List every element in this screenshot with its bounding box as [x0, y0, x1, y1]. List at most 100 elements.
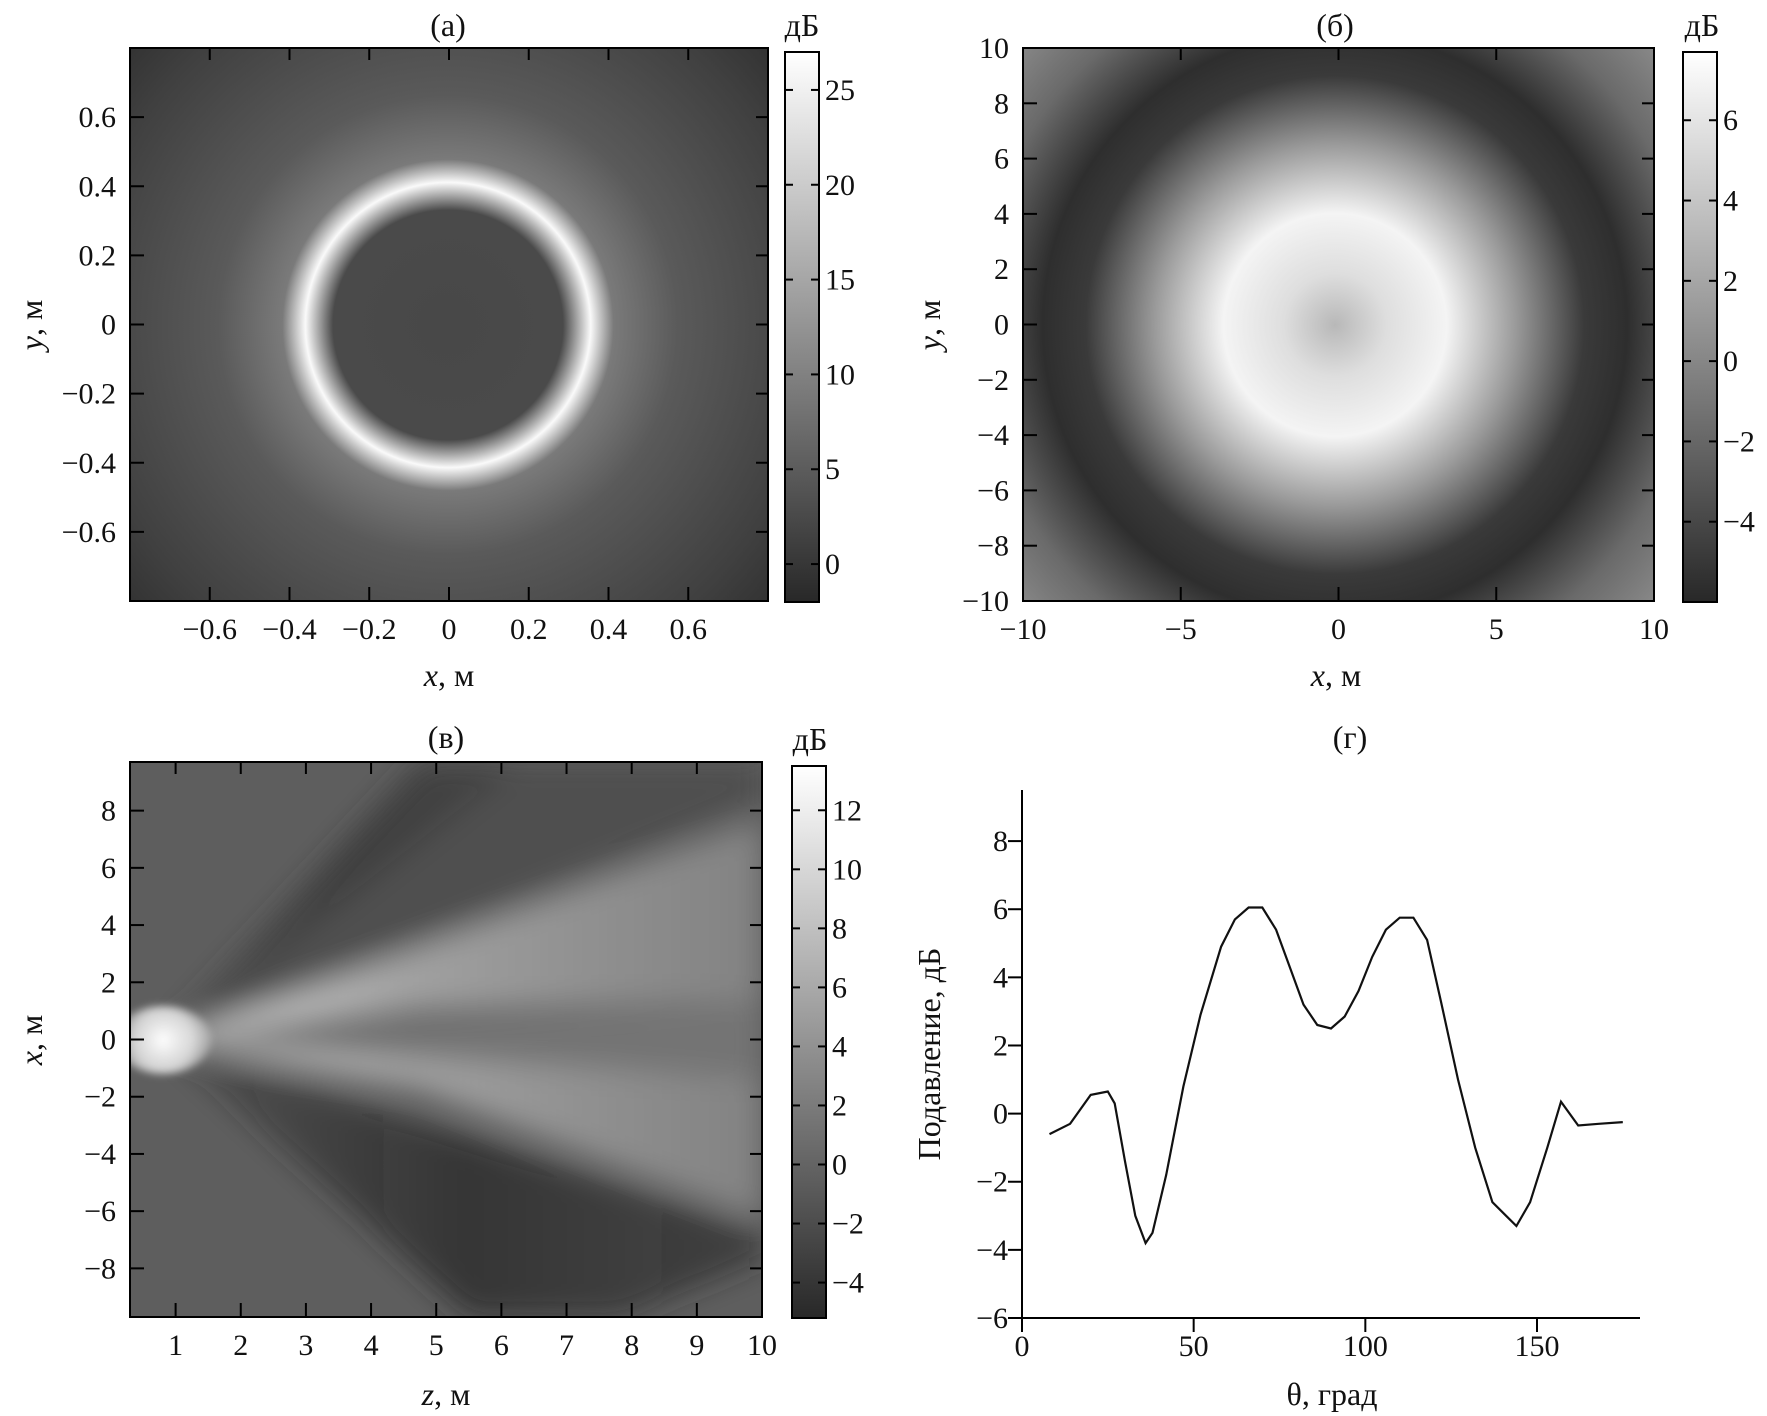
panel-a-ylabel: y, м: [13, 300, 49, 353]
x-tick-label: 1: [168, 1329, 183, 1362]
y-tick-label: −4: [84, 1138, 116, 1171]
panel-b-title: (б): [1316, 7, 1354, 43]
y-tick-label: −8: [977, 530, 1009, 563]
panel-b-colorbar-ticks: 6 4 2 0 −2 −4: [1683, 104, 1755, 539]
panel-v-heatmap: [130, 762, 762, 1317]
y-tick-label: −0.6: [62, 516, 116, 549]
x-tick-label: −0.6: [183, 613, 237, 646]
x-tick-label: 10: [747, 1329, 777, 1362]
colorbar-tick-label: 0: [1723, 345, 1738, 378]
x-tick-label: 3: [298, 1329, 313, 1362]
y-tick-label: 0: [101, 1024, 116, 1057]
panel-g-ylabel: Подавление, дБ: [911, 948, 947, 1161]
colorbar-tick-label: 2: [1723, 265, 1738, 298]
colorbar-tick-label: 0: [832, 1149, 847, 1182]
colorbar-tick-label: 2: [832, 1089, 847, 1122]
panel-b: (б) −10 −5 0 5 10 10 8 6 4 2 0 −2 −4 −6 −8 −10 x, м y, …: [911, 7, 1755, 693]
colorbar-tick-label: 20: [825, 169, 855, 202]
colorbar-tick-label: 15: [825, 264, 855, 297]
panel-b-ticks: −10 −5 0 5 10 10 8 6 4 2 0 −2 −4 −6 −8 −10: [962, 32, 1669, 646]
y-tick-label: 8: [994, 87, 1009, 120]
panel-b-xlabel: x, м: [1310, 657, 1361, 693]
y-tick-label: 6: [101, 852, 116, 885]
x-tick-label: 8: [624, 1329, 639, 1362]
y-tick-label: 0: [993, 1098, 1008, 1131]
y-tick-label: −2: [84, 1081, 116, 1114]
x-tick-label: 7: [559, 1329, 574, 1362]
colorbar-tick-label: −4: [832, 1267, 864, 1300]
panel-v-colorbar-unit: дБ: [793, 721, 828, 757]
y-tick-label: −0.2: [62, 378, 116, 411]
y-tick-label: 2: [994, 253, 1009, 286]
y-tick-label: −6: [977, 474, 1009, 507]
y-tick-label: 4: [993, 961, 1008, 994]
y-tick-label: −6: [976, 1302, 1008, 1335]
colorbar-tick-label: 12: [832, 794, 862, 827]
x-tick-label: 5: [429, 1329, 444, 1362]
panel-a-title: (а): [430, 7, 466, 43]
y-tick-label: −8: [84, 1252, 116, 1285]
panel-v-xlabel: z, м: [421, 1376, 471, 1412]
x-tick-label: 0.4: [590, 613, 628, 646]
y-tick-label: −10: [962, 585, 1009, 618]
x-tick-label: 0.2: [510, 613, 548, 646]
x-tick-label: 150: [1515, 1330, 1560, 1363]
panel-a-ticks: −0.6 −0.4 −0.2 0 0.2 0.4 0.6 0.6 0.4 0.2 0 −0.2 −0.4…: [62, 48, 768, 646]
colorbar-tick-label: 6: [1723, 104, 1738, 137]
panel-g-series-line: [1049, 906, 1623, 1246]
colorbar-tick-label: 4: [1723, 185, 1738, 218]
panel-v-ylabel: x, м: [13, 1015, 49, 1066]
x-tick-label: 6: [494, 1329, 509, 1362]
colorbar-tick-label: 10: [832, 853, 862, 886]
x-tick-label: 100: [1343, 1330, 1388, 1363]
y-tick-label: 0.4: [79, 170, 117, 203]
panel-a-colorbar: [784, 51, 820, 603]
panel-b-colorbar: [1682, 51, 1718, 603]
colorbar-tick-label: 0: [825, 548, 840, 581]
y-tick-label: 4: [101, 909, 116, 942]
y-tick-label: 6: [994, 143, 1009, 176]
colorbar-tick-label: −2: [1723, 425, 1755, 458]
y-tick-label: 0: [101, 309, 116, 342]
x-tick-label: 4: [364, 1329, 379, 1362]
panel-g-xlabel: θ, град: [1287, 1376, 1378, 1412]
x-tick-label: 5: [1489, 613, 1504, 646]
colorbar-tick-label: 10: [825, 358, 855, 391]
y-tick-label: 2: [101, 966, 116, 999]
y-tick-label: 0.6: [79, 101, 117, 134]
y-tick-label: 10: [979, 32, 1009, 65]
y-tick-label: −2: [977, 364, 1009, 397]
y-tick-label: 4: [994, 198, 1009, 231]
x-tick-label: −10: [1000, 613, 1047, 646]
panel-v-colorbar: [791, 765, 827, 1319]
y-tick-label: 8: [101, 795, 116, 828]
y-tick-label: 0: [994, 309, 1009, 342]
x-tick-label: 0: [1015, 1330, 1030, 1363]
y-tick-label: 8: [993, 825, 1008, 858]
y-tick-label: 0.2: [79, 239, 117, 272]
colorbar-tick-label: 5: [825, 453, 840, 486]
panel-a: (а) −0.6 −0.4 −0.2 0 0.2 0.4 0.6 0.6 0.4 0.2 0 −0.2…: [13, 7, 855, 693]
y-tick-label: 2: [993, 1029, 1008, 1062]
y-tick-label: −4: [977, 419, 1009, 452]
panel-v-title: (в): [428, 719, 464, 755]
y-tick-label: 6: [993, 893, 1008, 926]
y-tick-label: −6: [84, 1195, 116, 1228]
panel-b-heatmap: [1022, 47, 1655, 602]
x-tick-label: 50: [1179, 1330, 1209, 1363]
panel-a-xlabel: x, м: [423, 657, 474, 693]
x-tick-label: −0.2: [342, 613, 396, 646]
x-tick-label: 2: [233, 1329, 248, 1362]
colorbar-tick-label: 8: [832, 912, 847, 945]
panel-v-ticks: 1 2 3 4 5 6 7 8 9 10 8 6 4 2 0 −2 −4 −6 −8: [84, 762, 777, 1362]
x-tick-label: 9: [689, 1329, 704, 1362]
panel-b-colorbar-unit: дБ: [1685, 7, 1720, 43]
panel-a-colorbar-unit: дБ: [785, 7, 820, 43]
panel-b-ylabel: y, м: [911, 300, 947, 353]
panel-g-ticks: 0 50 100 150 8 6 4 2 0 −2 −4 −6: [976, 825, 1559, 1363]
x-tick-label: −5: [1165, 613, 1197, 646]
panel-g: (г) 0 50 100 150 8 6 4 2 0 −2 −4 −6 θ, град Подавле…: [911, 719, 1640, 1412]
x-tick-label: 0: [1331, 613, 1346, 646]
